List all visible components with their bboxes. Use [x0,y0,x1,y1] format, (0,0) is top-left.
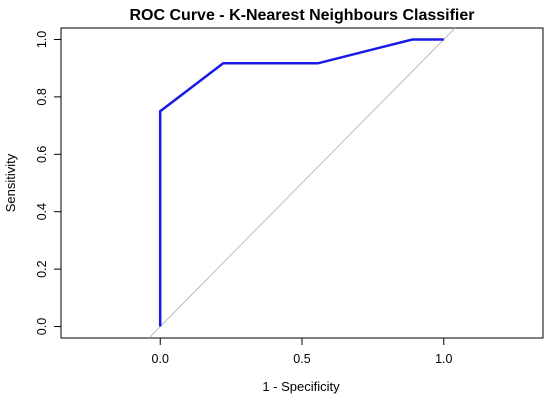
y-tick-label: 0.0 [35,318,49,335]
x-axis: 0.0 0.5 1.0 [152,338,452,366]
y-axis-label: Sensitivity [3,153,18,212]
y-tick-label: 0.2 [35,260,49,277]
y-tick-label: 0.4 [35,203,49,220]
chart-title: ROC Curve - K-Nearest Neighbours Classif… [130,7,475,24]
y-tick-label: 1.0 [35,31,49,48]
x-tick-label: 1.0 [435,352,452,366]
y-tick-label: 0.6 [35,146,49,163]
x-axis-label: 1 - Specificity [262,379,340,394]
x-tick-label: 0.5 [293,352,310,366]
x-tick-label: 0.0 [152,352,169,366]
reference-diagonal [148,27,456,339]
y-tick-label: 0.8 [35,88,49,105]
y-axis: 0.0 0.2 0.4 0.6 0.8 1.0 [35,31,61,335]
roc-curve [158,38,444,327]
